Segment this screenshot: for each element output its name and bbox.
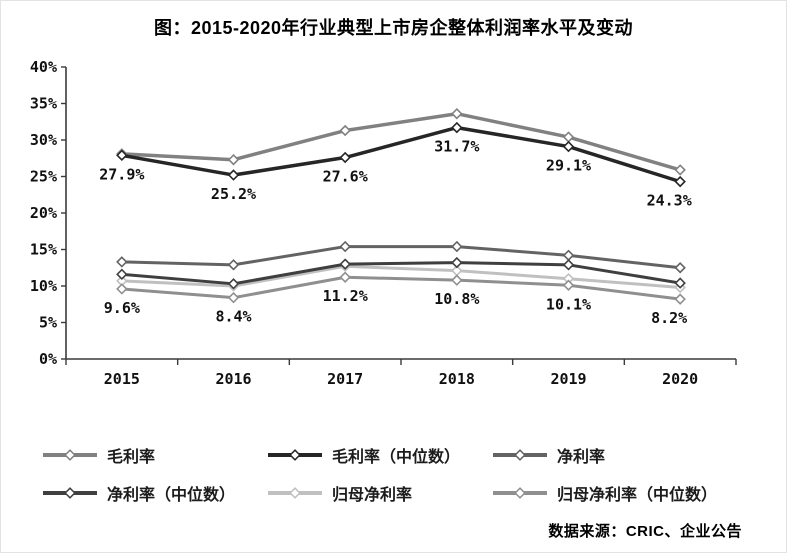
- line-diamond-marker-icon: [268, 487, 322, 499]
- svg-text:35%: 35%: [30, 95, 57, 113]
- svg-text:5%: 5%: [39, 314, 57, 332]
- svg-text:27.6%: 27.6%: [323, 168, 368, 186]
- line-diamond-marker-icon: [493, 449, 547, 461]
- svg-text:2017: 2017: [327, 370, 363, 388]
- svg-text:11.2%: 11.2%: [323, 287, 368, 305]
- line-diamond-marker-icon: [493, 487, 547, 499]
- svg-text:0%: 0%: [39, 350, 57, 368]
- svg-text:8.2%: 8.2%: [651, 309, 687, 327]
- data-source-note: 数据来源：CRIC、企业公告: [548, 523, 742, 540]
- svg-text:10.1%: 10.1%: [546, 295, 591, 313]
- legend-item-net-margin-median: 净利率（中位数）: [41, 481, 266, 505]
- svg-text:15%: 15%: [30, 241, 57, 259]
- legend-label: 净利率: [557, 449, 606, 466]
- legend-label: 归母净利率（中位数）: [557, 487, 718, 504]
- svg-text:10.8%: 10.8%: [434, 290, 479, 308]
- legend-item-gross-margin-median: 毛利率（中位数）: [266, 443, 491, 467]
- legend-label: 毛利率: [107, 449, 156, 466]
- svg-text:30%: 30%: [30, 131, 57, 149]
- svg-text:25.2%: 25.2%: [211, 185, 256, 203]
- svg-text:24.3%: 24.3%: [647, 192, 692, 210]
- svg-text:31.7%: 31.7%: [434, 138, 479, 156]
- svg-text:2018: 2018: [439, 370, 475, 388]
- svg-text:2015: 2015: [104, 370, 140, 388]
- line-diamond-marker-icon: [43, 449, 97, 461]
- svg-text:2019: 2019: [550, 370, 586, 388]
- legend-label: 归母净利率: [332, 487, 413, 504]
- svg-text:9.6%: 9.6%: [104, 299, 140, 317]
- legend-item-gross-margin: 毛利率: [41, 443, 266, 467]
- legend-item-attributable-net-margin-median: 归母净利率（中位数）: [491, 481, 751, 505]
- svg-text:40%: 40%: [30, 58, 57, 76]
- svg-text:2016: 2016: [215, 370, 251, 388]
- line-diamond-marker-icon: [268, 449, 322, 461]
- profit-margin-line-chart: 0% 5% 10% 15% 20% 25% 30% 35% 40% 2015 2016 2017 201…: [30, 58, 737, 388]
- svg-text:2020: 2020: [662, 370, 698, 388]
- legend-item-net-margin: 净利率: [491, 443, 751, 467]
- legend-item-attributable-net-margin: 归母净利率: [266, 481, 491, 505]
- svg-text:10%: 10%: [30, 277, 57, 295]
- svg-text:29.1%: 29.1%: [546, 157, 591, 175]
- svg-text:20%: 20%: [30, 204, 57, 222]
- svg-text:8.4%: 8.4%: [215, 308, 251, 326]
- legend-label: 净利率（中位数）: [107, 487, 236, 504]
- line-diamond-marker-icon: [43, 487, 97, 499]
- svg-text:27.9%: 27.9%: [99, 165, 144, 183]
- chart-title: 图：2015-2020年行业典型上市房企整体利润率水平及变动: [153, 18, 634, 38]
- svg-text:25%: 25%: [30, 168, 57, 186]
- legend-label: 毛利率（中位数）: [332, 449, 461, 466]
- chart-legend: 毛利率 毛利率（中位数） 净利率 净利率（中位数） 归母净利率 归母净利率（中位…: [41, 443, 761, 505]
